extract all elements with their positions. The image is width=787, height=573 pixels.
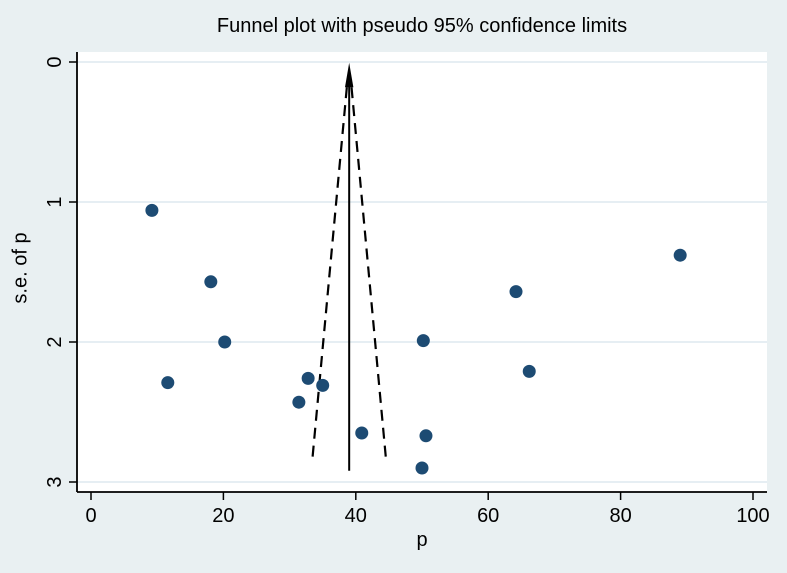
funnel-dashed-line-right <box>350 87 388 460</box>
data-point <box>419 429 433 443</box>
data-point <box>355 426 369 440</box>
x-axis-title: p <box>416 529 428 551</box>
funnel-dashed-line-left <box>311 87 348 460</box>
data-point <box>204 275 218 289</box>
data-point <box>292 395 306 409</box>
y-tick-label: 2 <box>44 336 66 347</box>
arrow-up-icon <box>344 62 354 88</box>
y-tick-label: 3 <box>44 476 66 487</box>
data-point <box>218 335 232 349</box>
data-point <box>509 285 523 299</box>
y-axis-title: s.e. of p <box>9 232 32 304</box>
y-tick-label: 1 <box>44 196 66 207</box>
x-tick-label: 20 <box>212 505 234 527</box>
data-point <box>416 334 430 348</box>
data-point <box>301 371 315 385</box>
x-tick-label: 100 <box>736 505 769 527</box>
chart-title: Funnel plot with pseudo 95% confidence l… <box>216 15 628 37</box>
y-tick-label: 0 <box>44 56 66 67</box>
x-tick-label: 60 <box>477 505 499 527</box>
data-point <box>145 203 159 217</box>
data-point <box>161 376 175 390</box>
x-tick-label: 80 <box>609 505 631 527</box>
data-point <box>415 461 429 475</box>
plot-area-background <box>77 52 767 492</box>
data-point <box>316 378 330 392</box>
data-point <box>673 248 687 262</box>
x-tick-label: 0 <box>85 505 96 527</box>
x-tick-label: 40 <box>345 505 367 527</box>
data-point <box>522 364 536 378</box>
